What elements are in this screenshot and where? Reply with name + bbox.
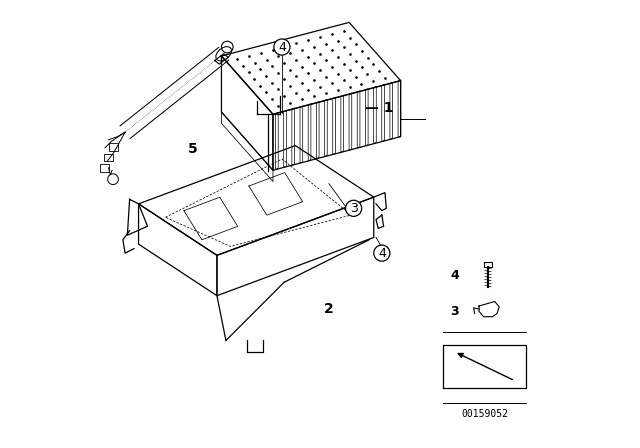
Text: 4: 4 [278, 40, 286, 54]
Text: — 1: — 1 [365, 100, 394, 115]
Circle shape [346, 200, 362, 216]
Text: 3: 3 [349, 202, 358, 215]
Text: 00159052: 00159052 [461, 409, 508, 419]
Text: 4: 4 [378, 246, 386, 260]
Text: 5: 5 [188, 142, 197, 156]
Circle shape [374, 245, 390, 261]
Text: 3: 3 [450, 305, 459, 318]
Circle shape [274, 39, 290, 55]
Text: 4: 4 [450, 269, 459, 282]
Text: 2: 2 [324, 302, 334, 316]
